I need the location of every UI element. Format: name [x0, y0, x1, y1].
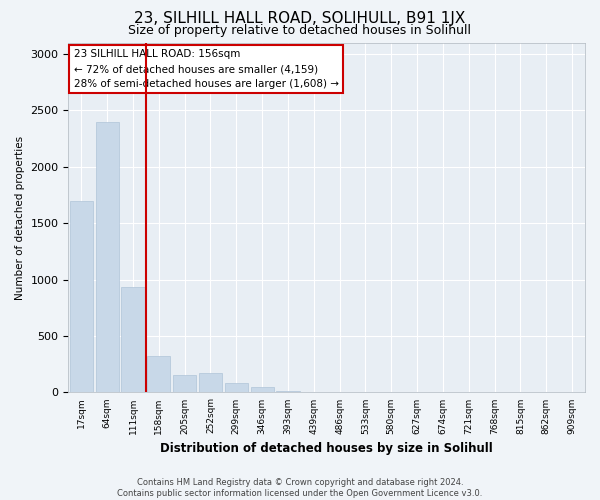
Text: 23 SILHILL HALL ROAD: 156sqm
← 72% of detached houses are smaller (4,159)
28% of: 23 SILHILL HALL ROAD: 156sqm ← 72% of de…	[74, 50, 338, 89]
Text: Size of property relative to detached houses in Solihull: Size of property relative to detached ho…	[128, 24, 472, 37]
Text: 23, SILHILL HALL ROAD, SOLIHULL, B91 1JX: 23, SILHILL HALL ROAD, SOLIHULL, B91 1JX	[134, 11, 466, 26]
Y-axis label: Number of detached properties: Number of detached properties	[15, 136, 25, 300]
Bar	[70, 200, 93, 392]
Bar	[277, 390, 299, 392]
Bar	[199, 373, 222, 392]
Bar	[95, 122, 119, 392]
X-axis label: Distribution of detached houses by size in Solihull: Distribution of detached houses by size …	[160, 442, 493, 455]
Text: Contains HM Land Registry data © Crown copyright and database right 2024.
Contai: Contains HM Land Registry data © Crown c…	[118, 478, 482, 498]
Bar	[173, 376, 196, 392]
Bar	[147, 356, 170, 392]
Bar	[251, 388, 274, 392]
Bar	[224, 384, 248, 392]
Bar	[121, 288, 145, 393]
